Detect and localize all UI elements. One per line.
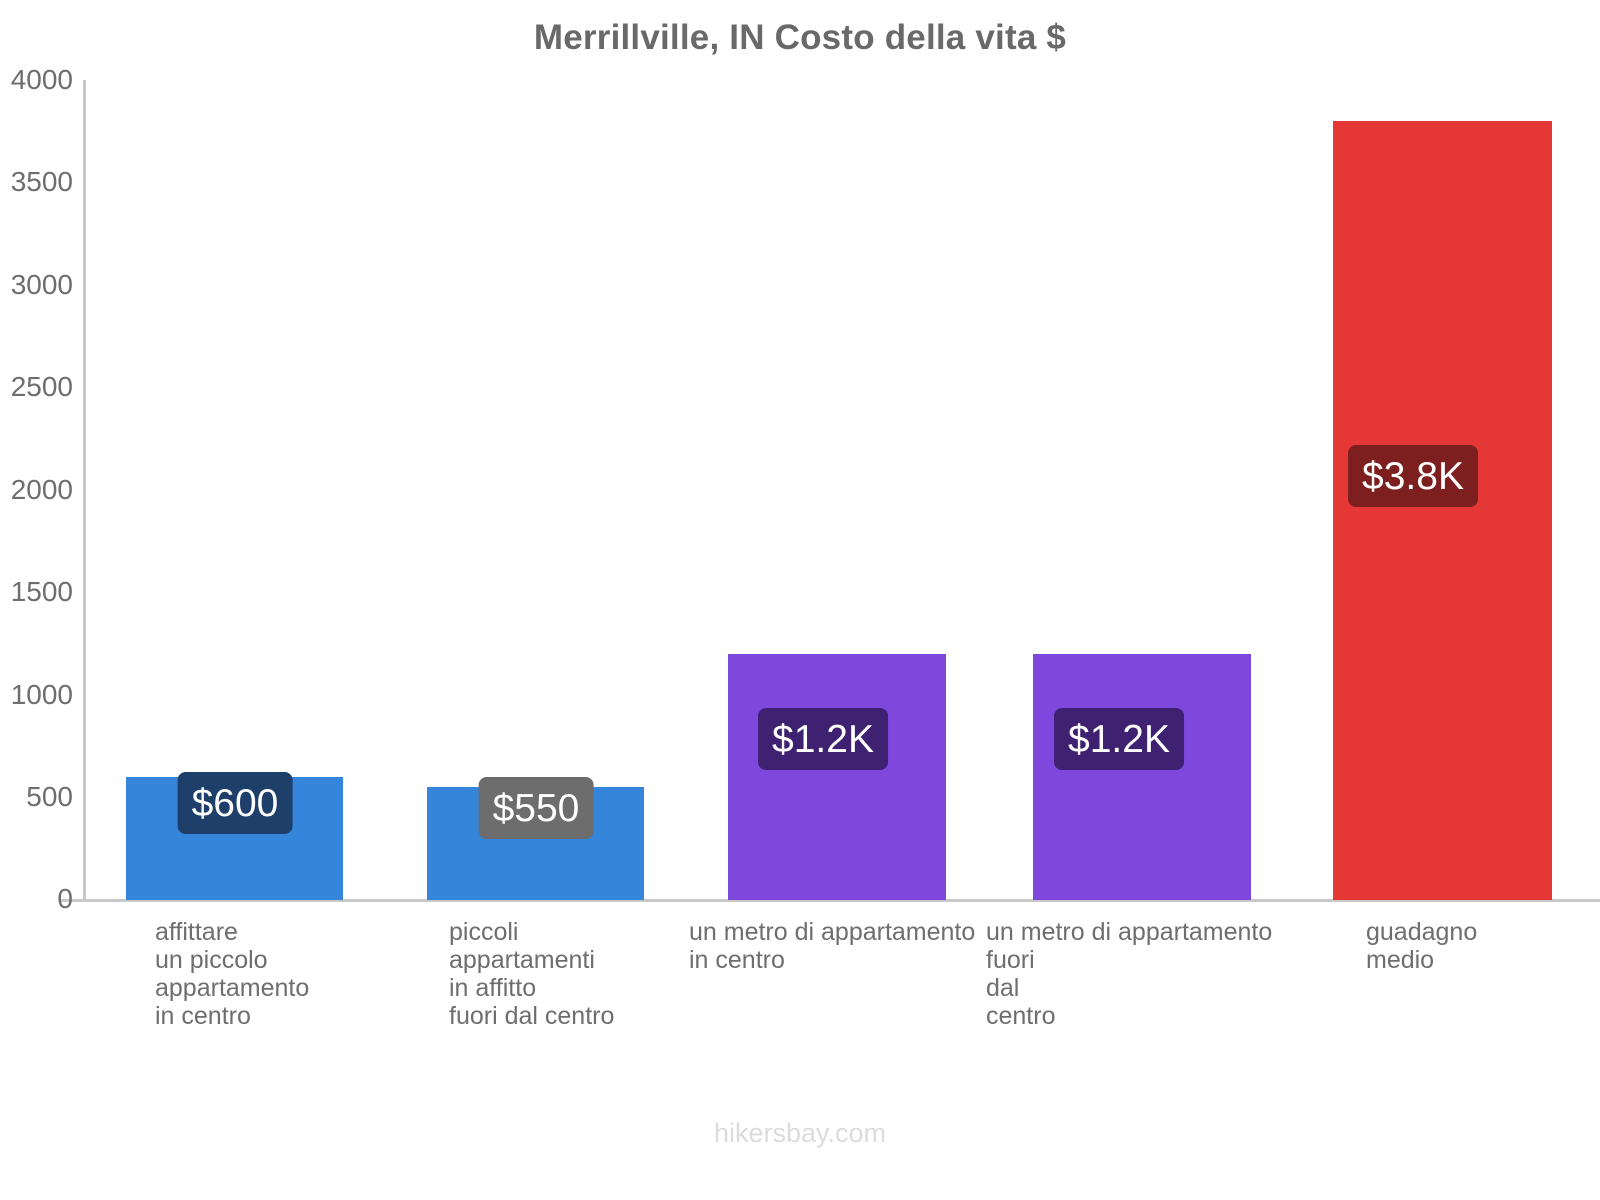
- bar-guadagno-medio[interactable]: [1333, 121, 1552, 900]
- plot-area: $600 $550 $1.2K $1.2K $3.8K: [83, 80, 1600, 900]
- y-tick-3000: 3000: [10, 269, 73, 300]
- y-tick-0: 0: [57, 883, 73, 914]
- bar-metro-appartamento-centro[interactable]: [728, 654, 946, 900]
- y-tick-4000: 4000: [10, 64, 73, 95]
- y-tick-1500: 1500: [10, 576, 73, 607]
- bar-metro-appartamento-fuori-centro[interactable]: [1033, 654, 1251, 900]
- value-label-bar-5: $3.8K: [1348, 445, 1478, 507]
- value-label-bar-3: $1.2K: [758, 708, 888, 770]
- x-label-bar-4: un metro di appartamento fuori dal centr…: [986, 918, 1273, 1030]
- x-label-bar-1: affittare un piccolo appartamento in cen…: [155, 918, 310, 1030]
- value-label-bar-4: $1.2K: [1054, 708, 1184, 770]
- x-label-bar-2: piccoli appartamenti in affitto fuori da…: [449, 918, 615, 1030]
- x-axis-line: [60, 899, 1600, 902]
- y-tick-2000: 2000: [10, 474, 73, 505]
- y-tick-500: 500: [26, 781, 73, 812]
- value-label-bar-2: $550: [478, 777, 594, 839]
- y-tick-2500: 2500: [10, 371, 73, 402]
- y-tick-3500: 3500: [10, 166, 73, 197]
- watermark: hikersbay.com: [713, 1118, 887, 1148]
- value-label-bar-1: $600: [177, 772, 293, 834]
- y-axis-line: [83, 80, 86, 900]
- y-tick-1000: 1000: [10, 679, 73, 710]
- x-label-bar-3: un metro di appartamento in centro: [689, 918, 976, 974]
- chart-title: Merrillville, IN Costo della vita $: [533, 18, 1067, 57]
- x-label-bar-5: guadagno medio: [1366, 918, 1478, 974]
